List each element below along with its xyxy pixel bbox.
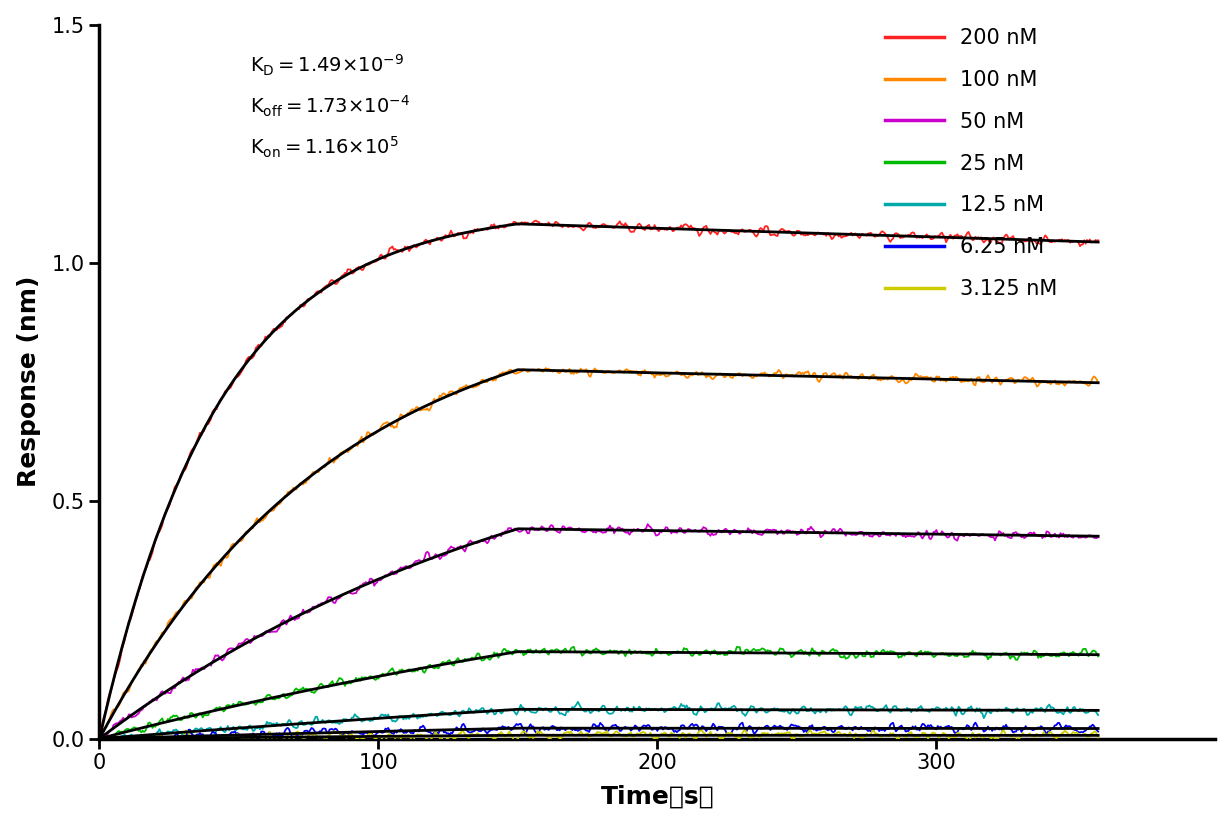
- Text: $\mathsf{K_D=1.49{\times}10^{-9}}$
$\mathsf{K_{off}=1.73{\times}10^{-4}}$
$\math: $\mathsf{K_D=1.49{\times}10^{-9}}$ $\mat…: [250, 54, 410, 160]
- Y-axis label: Response (nm): Response (nm): [17, 276, 41, 488]
- Legend: 200 nM, 100 nM, 50 nM, 25 nM, 12.5 nM, 6.25 nM, 3.125 nM: 200 nM, 100 nM, 50 nM, 25 nM, 12.5 nM, 6…: [886, 28, 1057, 299]
- X-axis label: Time（s）: Time（s）: [600, 785, 715, 808]
